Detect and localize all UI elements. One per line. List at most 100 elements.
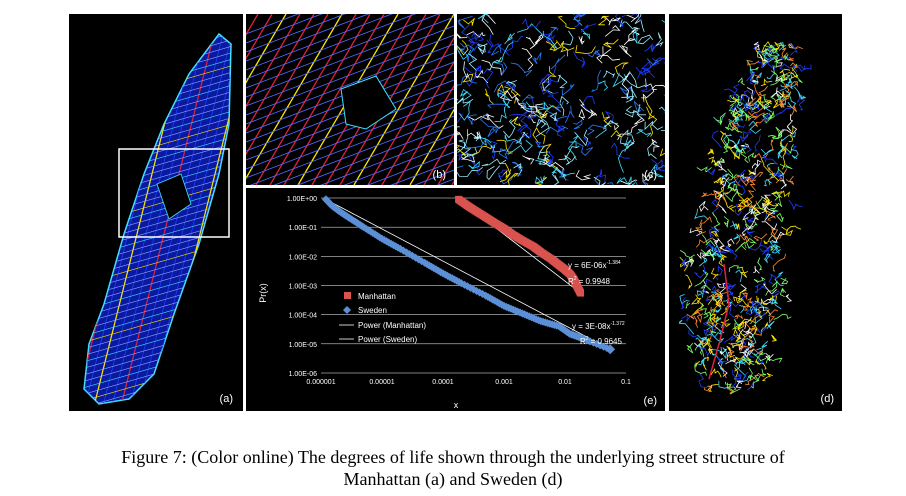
figure-caption: Figure 7: (Color online) The degrees of …: [40, 446, 866, 490]
road-segment: [708, 228, 715, 238]
road-segment: [748, 152, 756, 162]
road-segment: [457, 126, 464, 140]
road-segment: [720, 321, 725, 329]
road-segment: [698, 357, 706, 367]
road-segment: [457, 139, 466, 149]
avenue-line: [109, 34, 211, 404]
road-segment: [786, 114, 794, 132]
road-segment: [503, 119, 516, 139]
road-segment: [785, 228, 794, 236]
road-segment: [780, 180, 787, 190]
road-segment: [659, 106, 665, 113]
road-segment: [715, 112, 726, 125]
road-segment: [727, 238, 735, 248]
road-segment: [650, 43, 658, 53]
road-segment: [486, 165, 501, 181]
road-segment: [469, 41, 480, 52]
road-segment: [634, 14, 645, 33]
road-segment: [575, 45, 596, 55]
road-segment: [603, 70, 615, 78]
road-segment: [525, 36, 538, 50]
legend-marker-manhattan: [344, 292, 351, 299]
zoom-box: [118, 148, 230, 238]
road-segment: [542, 105, 560, 116]
road-segment: [463, 139, 493, 149]
road-segment: [623, 29, 636, 46]
point-sweden: [596, 341, 605, 350]
road-segment: [725, 246, 738, 261]
road-segment: [490, 144, 506, 153]
road-segment: [743, 216, 755, 223]
road-segment: [535, 141, 547, 153]
road-segment: [624, 136, 632, 152]
road-segment: [655, 32, 664, 47]
road-segment: [685, 274, 693, 289]
street-line: [246, 14, 393, 71]
avenue-line: [127, 34, 229, 404]
legend-marker-sweden: [343, 306, 351, 314]
road-segment: [487, 103, 507, 111]
road-segment: [786, 104, 797, 117]
road-segment: [733, 296, 744, 304]
y-tick-label: 1.00E-02: [289, 254, 318, 261]
road-segment: [746, 70, 756, 81]
road-segment: [717, 357, 729, 366]
road-segment: [728, 104, 738, 122]
sweden-r2: R2 = 0.9645: [580, 336, 622, 346]
road-segment: [726, 349, 735, 359]
road-segment: [532, 52, 542, 65]
road-segment: [596, 54, 621, 64]
road-segment: [756, 327, 767, 335]
road-segment: [732, 369, 742, 381]
x-tick-label: 0.1: [621, 379, 631, 386]
road-segment: [471, 31, 485, 42]
road-segment: [779, 97, 787, 109]
legend-manhattan: Manhattan: [358, 292, 396, 301]
road-segment: [744, 218, 758, 230]
road-segment: [539, 153, 551, 166]
road-segment: [777, 166, 785, 177]
road-segment: [718, 380, 737, 391]
road-segment: [564, 154, 576, 165]
road-segment: [737, 289, 747, 302]
road-segment: [753, 265, 760, 274]
road-segment: [748, 120, 762, 134]
road-segment: [594, 175, 601, 185]
road-segment: [486, 39, 510, 56]
road-segment: [739, 133, 749, 143]
road-segment: [512, 161, 524, 172]
x-tick-label: 0.001: [495, 379, 513, 386]
road-segment: [587, 49, 601, 58]
road-segment: [747, 87, 754, 101]
manhattan-street-map: [83, 32, 232, 405]
road-segment: [659, 148, 665, 157]
road-segment: [527, 98, 537, 119]
road-segment: [765, 357, 783, 364]
road-segment: [553, 40, 565, 52]
road-segment: [460, 154, 476, 163]
road-segment: [644, 43, 655, 52]
road-segment: [780, 277, 789, 285]
road-segment: [761, 372, 773, 382]
road-segment: [716, 289, 723, 304]
road-segment: [561, 84, 575, 96]
road-segment: [768, 273, 782, 286]
road-segment: [560, 46, 575, 57]
road-segment: [750, 306, 758, 314]
road-segment: [781, 225, 802, 231]
road-segment: [710, 226, 721, 235]
road-segment: [753, 43, 774, 56]
avenue-line: [381, 60, 454, 185]
point-sweden: [589, 338, 598, 347]
road-segment: [625, 92, 635, 103]
road-segment: [735, 233, 748, 245]
road-segment: [775, 172, 784, 179]
road-segment: [743, 227, 755, 238]
panel-d-label: (d): [820, 393, 834, 405]
road-segment: [722, 173, 736, 185]
point-manhattan: [577, 289, 585, 297]
road-segment: [597, 15, 609, 26]
road-segment: [711, 212, 721, 232]
street-line: [246, 16, 454, 98]
road-segment: [708, 156, 718, 167]
